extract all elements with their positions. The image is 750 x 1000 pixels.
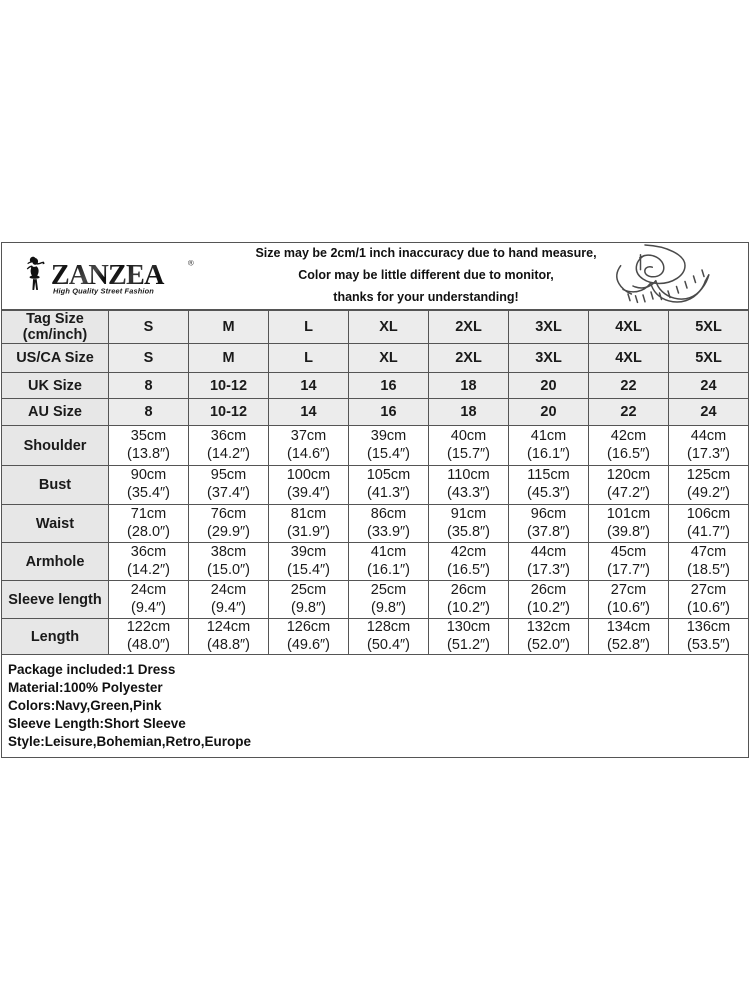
svg-text:®: ® <box>188 258 194 267</box>
svg-text:High Quality Street Fashion: High Quality Street Fashion <box>53 287 154 296</box>
